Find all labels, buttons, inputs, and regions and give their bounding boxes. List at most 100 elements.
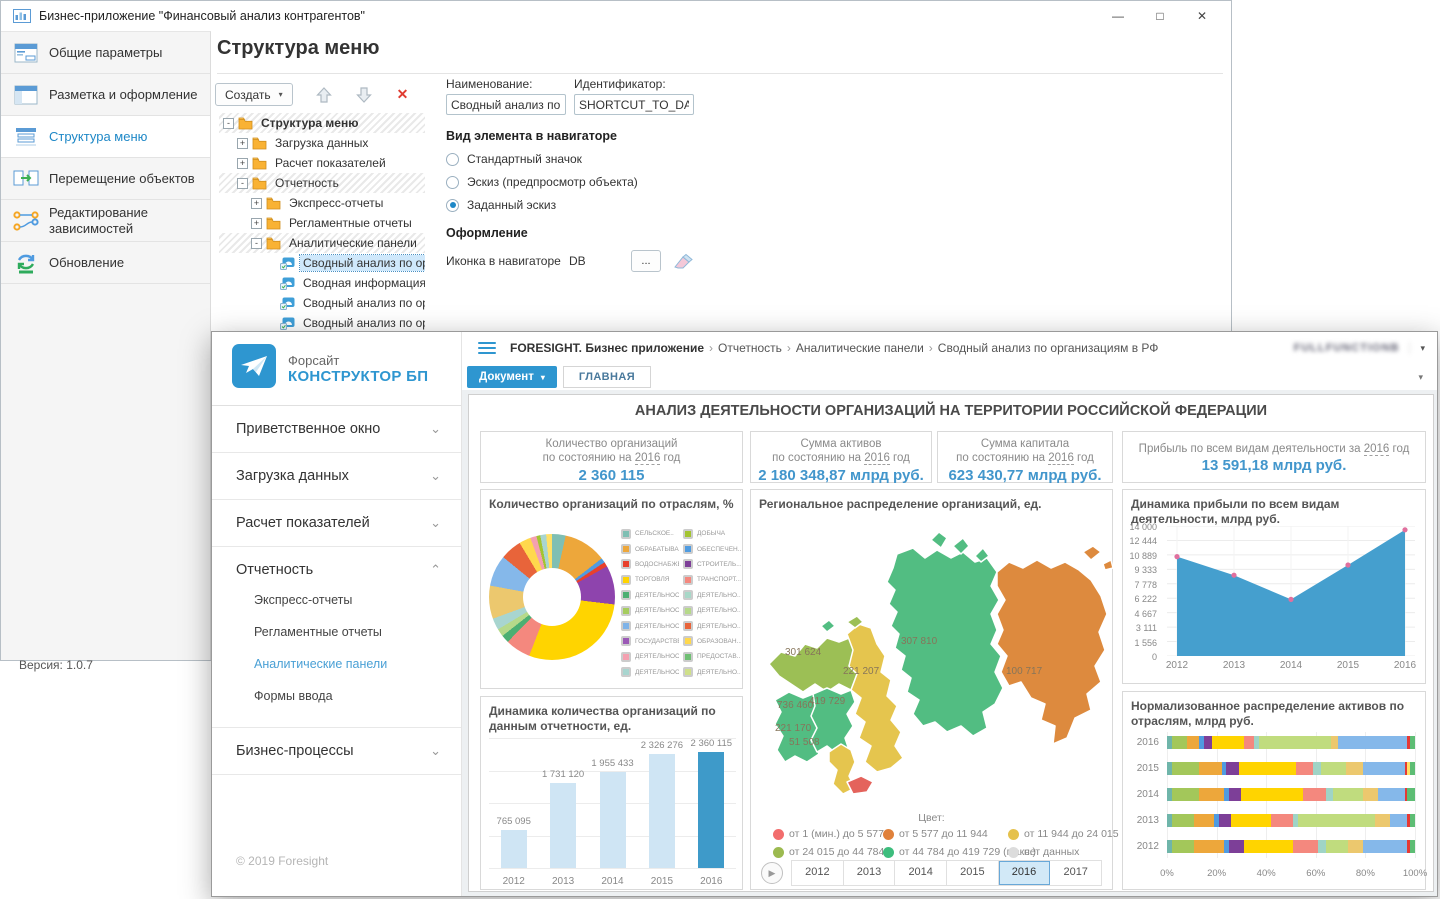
minimize-button[interactable]: — (1112, 9, 1124, 23)
bar-2013[interactable] (550, 783, 577, 868)
browse-button[interactable]: ... (631, 250, 661, 272)
sidebar-item-2[interactable]: Структура меню (1, 116, 210, 158)
radio-option-1[interactable]: Эскиз (предпросмотр объекта) (446, 175, 776, 189)
tree-item[interactable]: - Структура меню (219, 113, 425, 133)
breadcrumb-item[interactable]: FORESIGHT. Бизнес приложение (510, 341, 704, 355)
year-2013[interactable]: 2013 (843, 861, 896, 885)
stacked-bar[interactable] (1167, 762, 1415, 775)
tree-item[interactable]: - Аналитические панели (219, 233, 425, 253)
stacked-bar[interactable] (1167, 788, 1415, 801)
nav-item[interactable]: Загрузка данных ⌄ (236, 468, 441, 484)
play-button[interactable]: ▶ (761, 862, 783, 884)
axis-tick-label: 9 333 (1134, 565, 1157, 576)
legend-swatch (621, 528, 631, 539)
stacked-bar[interactable] (1167, 814, 1415, 827)
sidebar-item-5[interactable]: Обновление (1, 242, 210, 284)
nav-item[interactable]: Отчетность ⌃ (236, 562, 441, 578)
collapse-icon[interactable]: - (237, 177, 248, 189)
year-2016[interactable]: 2016 (998, 861, 1051, 885)
sidebar-item-0[interactable]: Общие параметры (1, 32, 210, 74)
legend-label: ДЕЯТЕЛЬНОСТЬ (635, 607, 679, 615)
year-2014[interactable]: 2014 (895, 861, 948, 885)
expand-icon[interactable]: + (251, 217, 262, 229)
caret-down-icon[interactable]: ▾ (1418, 371, 1423, 382)
bar-2015[interactable] (648, 754, 675, 868)
year-2017[interactable]: 2017 (1050, 861, 1102, 885)
close-button[interactable]: ✕ (1196, 9, 1208, 23)
tree-item[interactable]: Сводный анализ по органи (219, 313, 425, 333)
nav-subitem[interactable]: Аналитические панели (254, 657, 388, 671)
delete-button[interactable]: ✕ (396, 86, 409, 102)
sidebar-item-1[interactable]: Разметка и оформление (1, 74, 210, 116)
bar-segment (1199, 736, 1205, 749)
expand-icon[interactable]: + (237, 137, 248, 149)
tab-glavnaya[interactable]: ГЛАВНАЯ (562, 366, 652, 388)
stacked-chart[interactable]: 2016 2015 2014 2013 2012 (1131, 736, 1415, 866)
year-2012[interactable]: 2012 (792, 861, 844, 885)
tree-item[interactable]: Сводный анализ по органи (219, 293, 425, 313)
chevron-down-icon: ⌄ (430, 421, 441, 436)
year-2015[interactable]: 2015 (947, 861, 999, 885)
breadcrumb-item[interactable]: Отчетность (718, 341, 782, 355)
nav-label: Бизнес-процессы (236, 743, 354, 759)
tree-item[interactable]: + Расчет показателей (219, 153, 425, 173)
radio-option-2[interactable]: Заданный эскиз (446, 198, 776, 212)
maximize-button[interactable]: □ (1156, 9, 1164, 23)
stacked-bar[interactable] (1167, 840, 1415, 853)
tree-item[interactable]: + Загрузка данных (219, 133, 425, 153)
area-chart[interactable] (1167, 526, 1415, 656)
sidebar-item-3[interactable]: Перемещение объектов (1, 158, 210, 200)
tree-item[interactable]: + Экспресс-отчеты (219, 193, 425, 213)
map-region-value: 419 729 (809, 696, 846, 707)
sidebar-item-4[interactable]: Редактирование зависимостей (1, 200, 210, 242)
bar-segment (1362, 788, 1378, 801)
russia-map[interactable] (751, 514, 1114, 810)
bar-value-label: 2 326 276 (640, 740, 684, 751)
document-menu-button[interactable]: Документ ▾ (467, 366, 557, 388)
legend-label: ОБЕСПЕЧЕН... (697, 545, 741, 553)
breadcrumb-item[interactable]: Аналитические панели (795, 341, 924, 355)
legend-label: от 1 (мин.) до 5 577 (789, 828, 884, 840)
tree-item[interactable]: - Отчетность (219, 173, 425, 193)
move-up-button[interactable] (315, 86, 333, 104)
user-caret-down-icon[interactable]: ▾ (1420, 342, 1425, 353)
radio-option-0[interactable]: Стандартный значок (446, 152, 776, 166)
expand-icon[interactable]: + (251, 197, 262, 209)
eraser-icon[interactable] (673, 253, 695, 270)
kpi-card-profit: Прибыль по всем видам деятельности за 20… (1122, 431, 1426, 483)
bar-2012[interactable] (500, 830, 527, 868)
stacked-bar[interactable] (1167, 736, 1415, 749)
nav-subitem[interactable]: Экспресс-отчеты (254, 593, 353, 607)
donut-chart[interactable] (489, 534, 615, 660)
create-button[interactable]: Создать ▾ (215, 83, 293, 106)
legend-label: ДЕЯТЕЛЬНО... (697, 668, 741, 676)
nav-item[interactable]: Бизнес-процессы ⌄ (236, 743, 441, 759)
radio-circle (446, 152, 459, 166)
folder-icon (266, 237, 283, 250)
map-legend-item: от 24 015 до 44 784 (773, 846, 884, 858)
bar-2014[interactable] (599, 772, 626, 868)
nav-section-3: Отчетность ⌃ Экспресс-отчеты Регламентные о… (212, 547, 461, 728)
map-region-value: 51 508 (789, 737, 820, 748)
tree-toolbar: Создать ▾ ✕ (215, 83, 408, 106)
tree-item[interactable]: + Регламентные отчеты (219, 213, 425, 233)
nav-subitem[interactable]: Формы ввода (254, 689, 333, 703)
identifier-input[interactable] (574, 94, 694, 115)
name-input[interactable] (446, 94, 566, 115)
expand-icon[interactable]: + (237, 157, 248, 169)
bar-segment (1171, 788, 1200, 801)
legend-item: СТРОИТЕЛЬ... (683, 557, 741, 572)
tree-item[interactable]: Сводная информация по о (219, 273, 425, 293)
move-down-button[interactable] (355, 86, 373, 104)
bar-chart[interactable]: 765 095 2012 1 731 120 2013 1 955 433 2014 2 3… (489, 737, 736, 887)
nav-item[interactable]: Расчет показателей ⌄ (236, 515, 441, 531)
bar-segment (1390, 814, 1408, 827)
breadcrumb-item[interactable]: Сводный анализ по организациям в РФ (937, 341, 1159, 355)
nav-item[interactable]: Приветственное окно ⌄ (236, 421, 441, 437)
bar-2016[interactable] (698, 752, 725, 868)
collapse-icon[interactable]: - (251, 237, 262, 249)
nav-subitem[interactable]: Регламентные отчеты (254, 625, 382, 639)
collapse-icon[interactable]: - (223, 117, 234, 129)
tree-item[interactable]: Сводный анализ по орган (219, 253, 425, 273)
menu-icon[interactable] (478, 342, 496, 354)
